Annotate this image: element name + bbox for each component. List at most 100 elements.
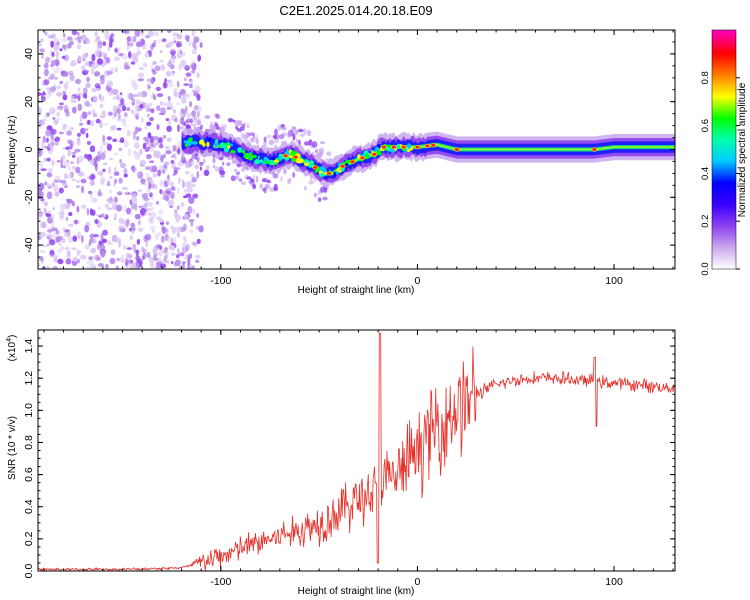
spectrogram-noise-blob [131,165,136,173]
spectrogram-peak-dot [326,171,332,176]
spectrogram-noise-blob [40,191,45,198]
spectrogram-noise-blob [165,188,172,194]
spectrogram-noise-blob [188,80,194,85]
spectrogram-noise-blob [157,39,162,44]
spectrogram-noise-blob [158,219,165,223]
spectrogram-noise-blob [91,209,96,216]
spectrogram-noise-blob [48,210,52,215]
spectrogram-noise-blob [40,168,47,171]
spectrogram-noise-blob [99,103,104,109]
spectrogram-noise-blob [40,38,44,42]
spectrogram-noise-blob [53,69,57,74]
spectrogram-noise-blob [74,148,81,153]
spectrogram-noise-blob [156,258,162,263]
spectrogram-noise-blob [188,123,194,127]
spectrogram-noise-blob [107,180,110,187]
spectrogram-noise-blob [64,175,69,179]
spectrogram-noise-blob [91,258,94,266]
spectrogram-noise-blob [190,64,195,69]
spectrogram-noise-blob [64,229,69,233]
spectrogram-noise-blob [120,98,125,105]
spectrogram-noise-blob [61,55,66,59]
spectrogram-noise-blob [57,105,61,110]
spectrogram-noise-blob [149,225,156,230]
spectrogram-noise-blob [54,175,61,181]
spectrogram-noise-blob [176,102,181,105]
snr-plot-area [38,330,675,571]
spectrogram-noise-blob [49,107,56,115]
spectrogram-noise-blob [182,180,185,189]
spectrogram-noise-blob [166,125,172,132]
spectrogram-noise-blob [134,213,141,220]
spectrogram-noise-blob [43,157,48,162]
spectrogram-noise-blob [185,124,191,130]
spectrogram-noise-blob [190,60,195,66]
spectrogram-noise-blob [191,110,197,117]
spectrogram-noise-blob [56,85,62,90]
spectrogram-noise-blob [62,146,67,150]
y-tick-label: 20 [23,96,35,108]
y-tick-label: 1.2 [23,371,35,386]
spectrogram-noise-blob [99,74,105,81]
spectrogram-noise-blob [59,80,64,85]
spectrogram-noise-blob [104,30,110,38]
spectrogram-noise-blob [71,247,77,251]
spectrogram-noise-blob [177,148,181,155]
spectrogram-signal-blob [202,142,206,147]
spectrogram-noise-blob [156,105,161,112]
spectrogram-noise-blob [171,186,175,191]
spectrogram-noise-blob [80,38,86,41]
spectrogram-noise-blob [102,168,106,172]
spectrogram-panel: -100 0 100 -40 -20 0 20 40 Height of straight … [7,29,676,296]
spectrogram-noise-blob [45,137,50,143]
spectrogram-noise-blob [212,157,216,164]
spectrogram-noise-blob [110,33,115,38]
spectrogram-noise-blob [46,157,51,162]
spectrogram-noise-blob [280,176,283,182]
spectrogram-noise-blob [152,61,157,65]
spectrogram-noise-blob [56,65,60,74]
spectrogram-noise-blob [319,141,326,145]
spectrogram-signal-blob [374,147,380,152]
spectrogram-y-label: Frequency (Hz) [7,116,18,185]
spectrogram-noise-blob [86,76,90,83]
spectrogram-signal-blob [273,159,279,163]
spectrogram-noise-blob [137,78,144,82]
spectrogram-noise-blob [100,213,104,218]
spectrogram-noise-blob [121,53,128,60]
spectrogram-noise-blob [83,54,88,59]
spectrogram-noise-blob [134,203,138,211]
spectrogram-signal-blob [259,159,264,164]
spectrogram-noise-blob [173,109,176,114]
spectrogram-noise-blob [183,83,190,86]
spectrogram-noise-blob [40,250,45,253]
spectrogram-noise-blob [158,138,163,142]
spectrogram-noise-blob [174,152,177,161]
spectrogram-noise-blob [76,92,83,96]
spectrogram-noise-blob [66,130,72,136]
spectrogram-noise-blob [176,33,183,40]
spectrogram-noise-blob [179,119,185,125]
spectrogram-noise-blob [138,205,144,208]
spectrogram-peak-dot [283,153,289,158]
spectrogram-noise-blob [67,70,74,76]
spectrogram-noise-blob [44,57,51,64]
spectrogram-noise-blob [145,233,152,241]
spectrogram-noise-blob [90,263,95,269]
colorbar-ticks: 0.0 0.2 0.4 0.6 0.8 [700,29,740,276]
spectrogram-noise-blob [172,32,179,37]
spectrogram-noise-blob [159,100,164,106]
spectrogram-noise-blob [183,195,188,199]
spectrogram-noise-blob [189,118,193,124]
spectrogram-noise-blob [283,168,287,175]
spectrogram-noise-blob [298,139,301,146]
spectrogram-noise-blob [112,138,118,143]
spectrogram-signal-blob [263,156,268,162]
spectrogram-noise-blob [49,145,54,153]
spectrogram-noise-blob [85,82,91,88]
spectrogram-noise-blob [166,30,172,33]
spectrogram-noise-blob [51,222,55,230]
spectrogram-noise-blob [195,259,200,263]
colorbar-tick-label: 0.0 [700,262,711,275]
spectrogram-noise-blob [156,93,164,98]
